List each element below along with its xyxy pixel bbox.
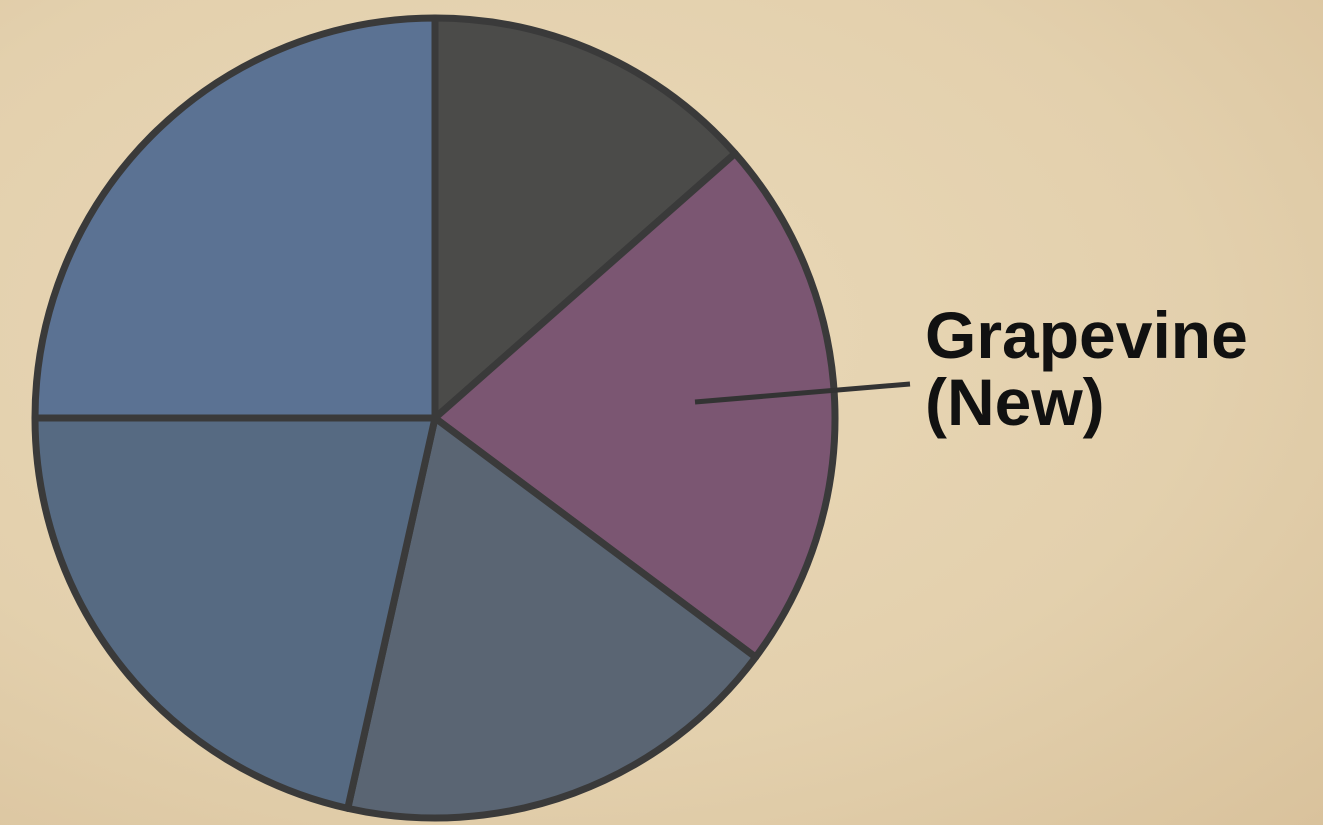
pie-slice [31, 14, 439, 422]
leader-line [694, 381, 911, 405]
pie-slice [344, 414, 760, 822]
pie-slice [431, 14, 739, 422]
slice-label: Grapevine (New) [925, 298, 1248, 440]
pie-slice [31, 414, 439, 812]
pie [31, 14, 839, 822]
pie-slice [431, 149, 839, 661]
